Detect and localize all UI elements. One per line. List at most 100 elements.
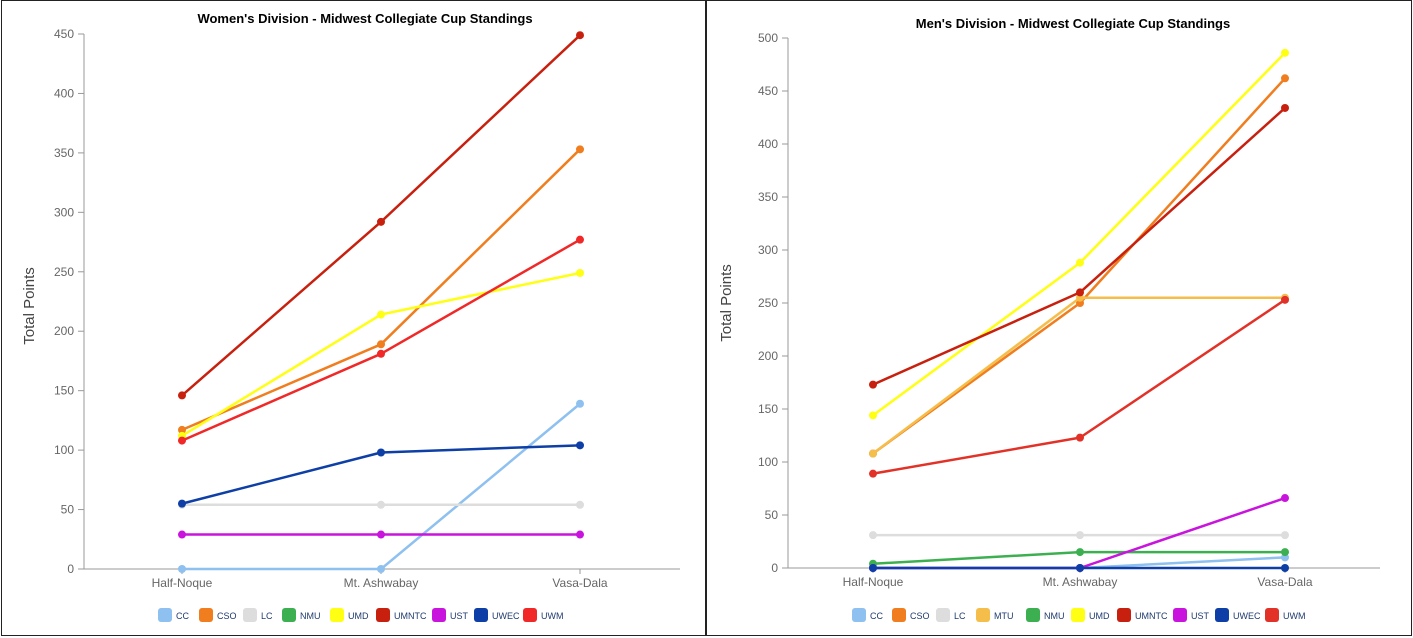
legend-swatch-cso <box>199 608 213 622</box>
data-point-umntc <box>178 391 186 400</box>
y-tick-label: 200 <box>54 324 74 338</box>
legend-label-uwec: UWEC <box>1233 611 1261 621</box>
legend-label-umntc: UMNTC <box>1135 611 1168 621</box>
data-point-cso <box>178 425 186 434</box>
data-point-ust <box>377 530 385 539</box>
series-line-uwm <box>181 238 581 442</box>
y-axis-label: Total Points <box>718 264 735 342</box>
y-tick-label: 100 <box>758 455 778 469</box>
data-point-cso <box>576 145 584 154</box>
legend-label-nmu: NMU <box>1044 611 1065 621</box>
x-tick-label: Vasa-Dala <box>552 576 607 590</box>
y-tick-label: 0 <box>771 561 778 575</box>
y-tick-label: 450 <box>758 84 778 98</box>
legend-swatch-umd <box>1071 608 1085 622</box>
y-tick-label: 0 <box>67 562 74 576</box>
data-point-umntc <box>377 217 385 226</box>
legend-swatch-ust <box>1173 608 1187 622</box>
data-point-cso <box>377 340 385 349</box>
data-point-uwec <box>377 448 385 457</box>
data-point-uwec <box>178 499 186 508</box>
y-tick-label: 350 <box>54 146 74 160</box>
data-point-lc <box>377 500 385 509</box>
y-tick-label: 350 <box>758 190 778 204</box>
legend-swatch-uwec <box>1215 608 1229 622</box>
legend-label-lc: LC <box>261 611 273 621</box>
data-point-umntc <box>869 380 877 389</box>
data-point-uwec <box>1076 564 1084 572</box>
legend-swatch-umntc <box>1117 608 1131 622</box>
data-point-uwec <box>1281 564 1289 572</box>
legend-swatch-uwec <box>474 608 488 622</box>
legend-label-cso: CSO <box>910 611 930 621</box>
chart-title: Women's Division - Midwest Collegiate Cu… <box>197 11 532 26</box>
data-point-cc <box>178 565 186 573</box>
data-point-mtu <box>869 449 877 458</box>
y-axis-label: Total Points <box>21 267 38 345</box>
data-point-cc <box>576 399 584 408</box>
legend-swatch-umd <box>330 608 344 622</box>
data-point-uwm <box>1076 433 1084 442</box>
series-line-umntc <box>872 107 1286 386</box>
legend-swatch-nmu <box>282 608 296 622</box>
data-point-umd <box>377 310 385 319</box>
y-tick-label: 250 <box>758 296 778 310</box>
data-point-ust <box>1281 494 1289 503</box>
x-tick-label: Mt. Ashwabay <box>344 576 419 590</box>
y-tick-label: 250 <box>54 265 74 279</box>
men-division-chart-panel: Men's Division - Midwest Collegiate Cup … <box>706 0 1412 636</box>
legend-swatch-uwm <box>523 608 537 622</box>
data-point-lc <box>576 500 584 509</box>
x-tick-label: Half-Noque <box>843 575 904 589</box>
legend-label-uwm: UWM <box>1283 611 1306 621</box>
y-tick-label: 100 <box>54 443 74 457</box>
legend-label-cc: CC <box>176 611 189 621</box>
y-tick-label: 50 <box>61 503 75 517</box>
legend-label-ust: UST <box>450 611 469 621</box>
y-tick-label: 300 <box>54 205 74 219</box>
data-point-cso <box>1281 74 1289 83</box>
chart-title: Men's Division - Midwest Collegiate Cup … <box>916 16 1230 31</box>
legend-label-umd: UMD <box>1089 611 1110 621</box>
men-division-line-chart: Men's Division - Midwest Collegiate Cup … <box>718 16 1380 622</box>
series-line-cc <box>182 402 581 571</box>
legend-swatch-nmu <box>1026 608 1040 622</box>
x-tick-label: Vasa-Dala <box>1257 575 1312 589</box>
y-tick-label: 400 <box>54 86 74 100</box>
data-point-lc <box>1281 531 1289 540</box>
data-point-umd <box>1076 258 1084 267</box>
data-point-uwm <box>178 436 186 445</box>
series-line-cso <box>181 148 581 432</box>
women-division-chart-panel: Women's Division - Midwest Collegiate Cu… <box>1 0 706 636</box>
series-line-mtu <box>872 296 1285 455</box>
x-tick-label: Half-Noque <box>152 576 213 590</box>
data-point-umd <box>1281 48 1289 57</box>
legend-swatch-lc <box>936 608 950 622</box>
legend-swatch-cso <box>892 608 906 622</box>
legend-label-lc: LC <box>954 611 966 621</box>
data-point-ust <box>576 530 584 539</box>
data-point-umd <box>576 268 584 277</box>
data-point-umntc <box>1281 103 1289 112</box>
legend-swatch-mtu <box>976 608 990 622</box>
legend-swatch-umntc <box>376 608 390 622</box>
data-point-lc <box>1076 531 1084 540</box>
legend-label-cc: CC <box>870 611 883 621</box>
legend-swatch-uwm <box>1265 608 1279 622</box>
y-tick-label: 200 <box>758 349 778 363</box>
women-division-line-chart: Women's Division - Midwest Collegiate Cu… <box>21 11 680 622</box>
data-point-lc <box>869 531 877 540</box>
legend-swatch-cc <box>852 608 866 622</box>
y-tick-label: 50 <box>765 508 779 522</box>
legend-label-nmu: NMU <box>300 611 321 621</box>
x-tick-label: Mt. Ashwabay <box>1043 575 1118 589</box>
y-tick-label: 300 <box>758 243 778 257</box>
data-point-uwec <box>576 441 584 450</box>
y-tick-label: 400 <box>758 137 778 151</box>
y-tick-label: 150 <box>54 384 74 398</box>
data-point-uwm <box>377 349 385 358</box>
data-point-nmu <box>1076 548 1084 557</box>
y-tick-label: 450 <box>54 27 74 41</box>
data-point-uwm <box>1281 295 1289 304</box>
y-tick-label: 500 <box>758 31 778 45</box>
